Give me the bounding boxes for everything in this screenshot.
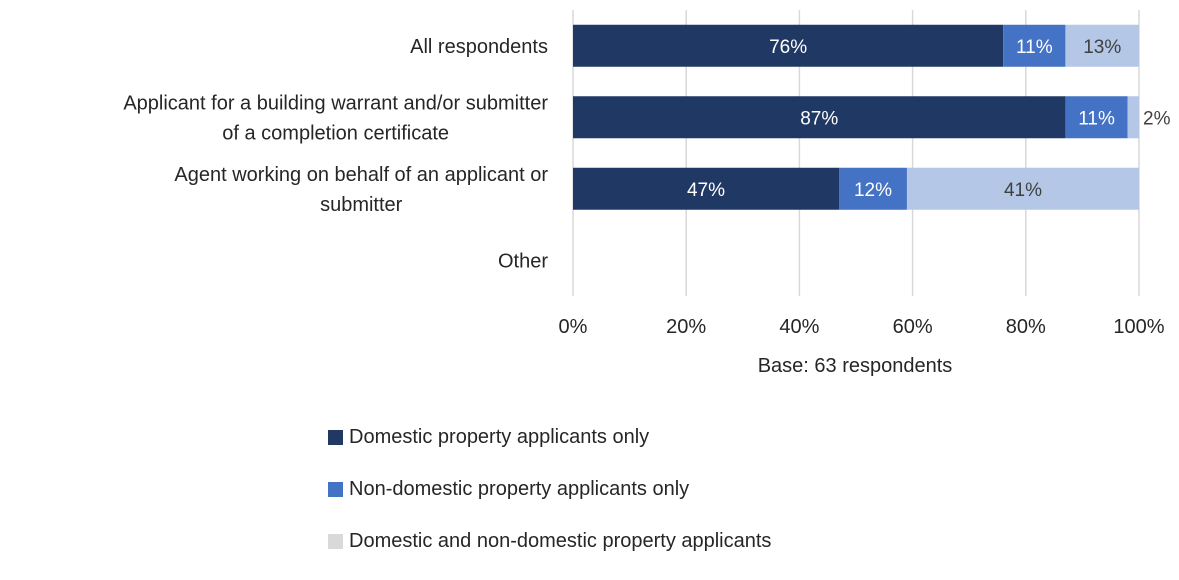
bar-segment: [839, 167, 907, 210]
category-labels: All respondents Applicant for a building …: [123, 36, 548, 273]
x-axis-ticks: 0% 20% 40% 60% 80% 100%: [559, 316, 1165, 338]
x-tick-label: 0%: [559, 316, 588, 338]
x-tick-label: 100%: [1113, 316, 1164, 338]
stacked-bar-chart: 76% 11% 13% 87% 11% 2% 47% 12% 41% All responden…: [123, 10, 1171, 377]
bar-segment: [1065, 24, 1139, 67]
bar-data-label: 11%: [1016, 37, 1053, 58]
legend-label-domestic: Domestic property applicants only: [349, 425, 650, 448]
bar-data-label: 13%: [1083, 37, 1121, 58]
bar-data-label: 41%: [1004, 180, 1042, 201]
x-tick-label: 20%: [666, 316, 706, 338]
category-label: Applicant for a building warrant and/or …: [123, 92, 548, 144]
bars: [573, 24, 1139, 210]
x-tick-label: 40%: [779, 316, 819, 338]
category-label: Agent working on behalf of an applicant …: [174, 164, 548, 216]
bar-segment: [1003, 24, 1066, 67]
legend-label-non-domestic: Non-domestic property applicants only: [349, 477, 690, 500]
bar-data-label: 2%: [1143, 108, 1171, 129]
legend-swatch-both: [328, 533, 343, 549]
legend-label-both: Domestic and non-domestic property appli…: [349, 529, 772, 552]
bar-data-label: 12%: [854, 180, 892, 201]
bar-segment: [573, 96, 1066, 139]
bar-segment: [1127, 96, 1139, 139]
legend-item-domestic: Domestic property applicants only: [328, 424, 771, 450]
bar-segment: [573, 167, 840, 210]
bar-data-label: 11%: [1078, 108, 1115, 129]
bar-data-label: 87%: [800, 108, 838, 129]
bar-segment: [906, 167, 1139, 210]
x-axis-label: Base: 63 respondents: [758, 355, 953, 377]
legend: Domestic property applicants only Non-do…: [328, 424, 771, 580]
legend-item-non-domestic: Non-domestic property applicants only: [328, 476, 771, 502]
legend-swatch-domestic: [328, 429, 343, 445]
bar-labels: 76% 11% 13% 87% 11% 2% 47% 12% 41%: [687, 37, 1171, 201]
bar-segment: [573, 24, 1004, 67]
bar-segment: [1065, 96, 1128, 139]
x-tick-label: 80%: [1006, 316, 1046, 338]
legend-item-both: Domestic and non-domestic property appli…: [328, 528, 771, 554]
x-tick-label: 60%: [893, 316, 933, 338]
legend-swatch-non-domestic: [328, 481, 343, 497]
category-label: Other: [498, 250, 548, 272]
bar-data-label: 76%: [769, 37, 807, 58]
bar-data-label: 47%: [687, 180, 725, 201]
category-label: All respondents: [410, 36, 548, 58]
